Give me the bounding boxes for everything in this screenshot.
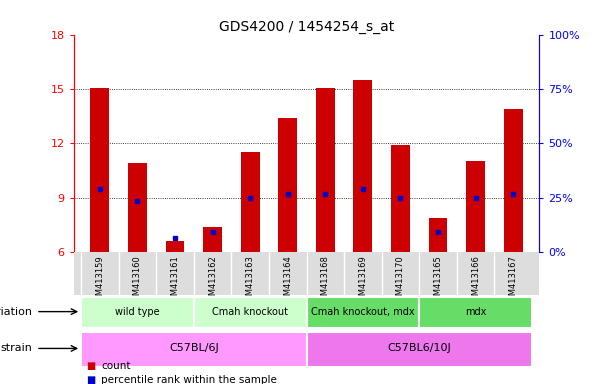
Text: GSM413165: GSM413165: [433, 255, 443, 306]
Text: GSM413169: GSM413169: [359, 255, 367, 306]
Text: C57BL6/10J: C57BL6/10J: [387, 343, 451, 353]
Text: wild type: wild type: [115, 306, 160, 317]
Bar: [466, 161, 485, 252]
Title: GDS4200 / 1454254_s_at: GDS4200 / 1454254_s_at: [219, 20, 394, 33]
Bar: [81, 296, 194, 328]
Text: Cmah knockout, mdx: Cmah knockout, mdx: [311, 306, 414, 317]
Text: GSM413164: GSM413164: [283, 255, 292, 306]
Text: genotype/variation: genotype/variation: [0, 306, 32, 317]
Text: strain: strain: [1, 343, 32, 353]
Bar: [354, 80, 372, 252]
Bar: [241, 152, 259, 252]
Text: mdx: mdx: [465, 306, 486, 317]
Text: ■: ■: [86, 361, 95, 371]
Text: percentile rank within the sample: percentile rank within the sample: [101, 375, 277, 384]
Bar: [203, 227, 222, 252]
Bar: [278, 118, 297, 252]
Bar: [306, 296, 419, 328]
Text: GSM413168: GSM413168: [321, 255, 330, 306]
Bar: [194, 296, 306, 328]
Text: GSM413159: GSM413159: [96, 255, 104, 306]
Text: GSM413167: GSM413167: [509, 255, 517, 306]
Text: GSM413170: GSM413170: [396, 255, 405, 306]
Bar: [91, 88, 109, 252]
Bar: [166, 241, 185, 252]
Bar: [428, 218, 447, 252]
Text: GSM413163: GSM413163: [246, 255, 254, 306]
Text: count: count: [101, 361, 131, 371]
Bar: [391, 145, 410, 252]
Text: GSM413162: GSM413162: [208, 255, 217, 306]
Text: Cmah knockout: Cmah knockout: [212, 306, 288, 317]
Bar: [316, 88, 335, 252]
Text: ■: ■: [86, 375, 95, 384]
Text: C57BL/6J: C57BL/6J: [169, 343, 219, 353]
Text: GSM413166: GSM413166: [471, 255, 480, 306]
Bar: [128, 163, 147, 252]
Text: GSM413160: GSM413160: [133, 255, 142, 306]
Bar: [81, 332, 306, 367]
Bar: [504, 109, 522, 252]
Text: GSM413161: GSM413161: [170, 255, 180, 306]
Bar: [419, 296, 532, 328]
Bar: [306, 332, 532, 367]
